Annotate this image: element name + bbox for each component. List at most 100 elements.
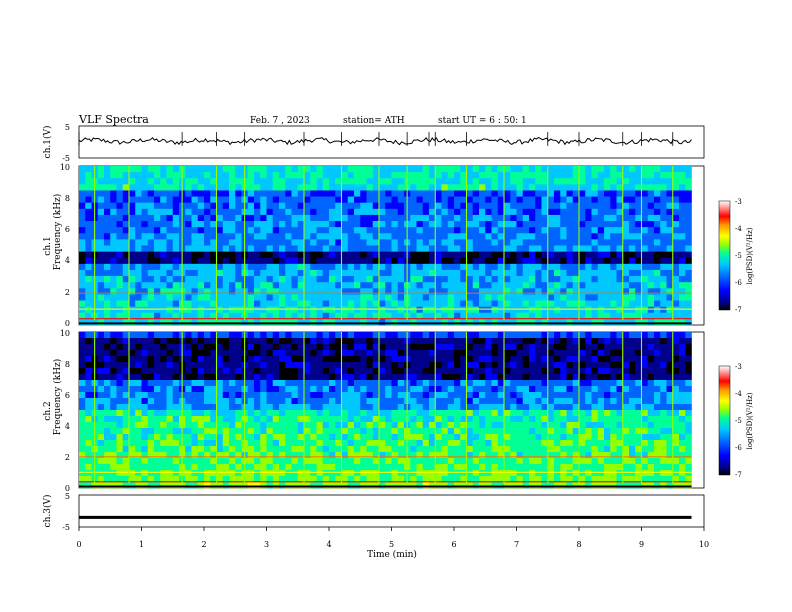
ch2-spectrogram-cell: [560, 422, 567, 429]
ch2-spectrogram-cell: [422, 446, 430, 453]
ch1-spectrogram-cell: [85, 257, 92, 265]
ch1-spectrogram-cell: [622, 184, 630, 191]
ch2-spectrogram-cell: [316, 398, 324, 405]
ch2-spectrogram-cell: [516, 434, 524, 441]
ch1-spectrogram-cell: [535, 294, 542, 301]
ch1-spectrogram-cell: [591, 282, 599, 289]
ch1-spectrogram-cell: [341, 221, 349, 228]
ch1-spectrogram-cell: [297, 257, 305, 265]
ch2-spectrogram-cell: [147, 410, 155, 417]
ch1-spectrogram-cell: [672, 257, 680, 265]
ch2-spectrogram-cell: [335, 440, 342, 447]
station-label: station= ATH: [343, 116, 405, 126]
ch1-spectrogram-cell: [341, 245, 349, 252]
ch1-spectrogram-cell: [585, 312, 592, 320]
ch1-spectrogram-cell: [616, 172, 624, 179]
ch1-spectrogram-cell: [579, 288, 586, 295]
ch1-spectrogram-cell: [266, 276, 274, 283]
ch1-spectrogram-cell: [191, 257, 199, 265]
ch1-spectrogram-cell: [485, 233, 492, 240]
ch2-spectrogram-cell: [572, 386, 580, 393]
ch2-spectrogram-cell: [654, 362, 661, 369]
ch1-spectrogram-cell: [466, 257, 474, 265]
ch2-spectrogram-cell: [135, 476, 142, 483]
ch1-spectrogram-cell: [654, 276, 661, 283]
ch1-spectrogram-cell: [104, 190, 111, 197]
ch1-spectrogram-cell: [347, 318, 355, 326]
ch1-spectrogram-cell: [629, 208, 636, 216]
ch1-spectrogram-cell: [141, 190, 149, 197]
ch1-spectrogram-cell: [279, 227, 286, 234]
ch1-spectrogram-cell: [304, 282, 311, 289]
ch2-spectrogram-cell: [466, 422, 474, 429]
ch2-spectrogram-cell: [585, 446, 592, 453]
ch2-spectrogram-cell: [285, 410, 292, 417]
ch1-spectrogram-cell: [610, 245, 617, 252]
ch2-spectrogram-cell: [129, 476, 136, 483]
ch1-spectrogram-cell: [210, 300, 217, 307]
ch1-spectrogram-cell: [266, 214, 274, 222]
ch1-spectrogram-cell: [516, 306, 524, 314]
ch2-spectrogram-cell: [654, 464, 661, 471]
ch1-spectrogram-cell: [454, 196, 461, 203]
ch2-spectrogram-cell: [329, 422, 336, 429]
ch2-spectrogram-cell: [297, 362, 305, 369]
ch1-spectrogram-cell: [285, 263, 292, 271]
ch2-spectrogram-cell: [529, 422, 536, 429]
ch1-spectrogram-cell: [129, 184, 136, 191]
ch2-spectrogram-cell: [229, 458, 236, 465]
ch2-spectrogram-cell: [566, 350, 574, 357]
ch2-spectrogram-cell: [166, 380, 174, 387]
ch1-spectrogram-cell: [660, 166, 667, 173]
ch2-spectrogram-cell: [547, 410, 555, 417]
ch2-spectrogram-cell: [497, 434, 505, 441]
ch1-spectrogram-cell: [272, 294, 280, 301]
ch1-spectrogram-cell: [260, 245, 267, 252]
ch1-spectrogram-cell: [135, 251, 142, 259]
ch2-spectrogram-cell: [554, 416, 561, 423]
ch1-spectrogram-cell: [385, 208, 392, 216]
ch1-spectrogram-cell: [79, 208, 86, 216]
ch2-spectrogram-cell: [422, 452, 430, 459]
ch1-spectrogram-cell: [547, 227, 555, 234]
ch2-spectrogram-cell: [222, 428, 230, 435]
ch1-spectrogram-cell: [441, 233, 449, 240]
ch1-spectrogram-cell: [447, 251, 455, 259]
ch1-spectrogram-cell: [516, 202, 524, 210]
ch2-spectrogram-cell: [579, 422, 586, 429]
ch2-spectrogram-cell: [397, 410, 405, 417]
ch1-spectrogram-cell: [222, 196, 230, 203]
ch1-spectrogram-cell: [635, 214, 642, 222]
ch1-spectrogram-cell: [591, 269, 599, 277]
ch1-spectrogram-cell: [247, 178, 255, 185]
ch2-spectrogram-cell: [204, 440, 211, 447]
ch1-spectrogram-cell: [379, 178, 386, 185]
ch2-spectrogram-cell: [591, 446, 599, 453]
ch1-spectrogram-cell: [97, 312, 105, 320]
ch1-spectrogram-cell: [297, 276, 305, 283]
ch1-spectrogram-cell: [429, 178, 436, 185]
ch1-spectrogram-cell: [304, 276, 311, 283]
ch1-spectrogram-cell: [447, 318, 455, 326]
ch2-spectrogram-cell: [604, 362, 611, 369]
ch2-spectrogram-cell: [297, 410, 305, 417]
ch1-spectrogram-cell: [197, 208, 205, 216]
ch2-spectrogram-cell: [210, 416, 217, 423]
ch2-spectrogram-cell: [572, 362, 580, 369]
ch1-spectrogram-cell: [297, 208, 305, 216]
ch1-spectrogram-cell: [129, 208, 136, 216]
ch1-spectrogram-cell: [497, 300, 505, 307]
ch1-spectrogram-cell: [172, 306, 180, 314]
ch1-spectrogram-cell: [541, 251, 549, 259]
ch1-spectrogram-cell: [529, 190, 536, 197]
ch2-spectrogram-cell: [279, 398, 286, 405]
ch2-spectrogram-cell: [447, 410, 455, 417]
ch2-spectrogram-cell: [560, 368, 567, 375]
ch1-spectrogram-cell: [447, 288, 455, 295]
ch2-spectrogram-cell: [566, 356, 574, 363]
ch2-spectrogram-cell: [410, 332, 417, 339]
ch2-spectrogram-cell: [410, 446, 417, 453]
ch2-spectrogram-cell: [329, 464, 336, 471]
ch2-spectrogram-cell: [454, 446, 461, 453]
ch2-spectrogram-cell: [172, 386, 180, 393]
